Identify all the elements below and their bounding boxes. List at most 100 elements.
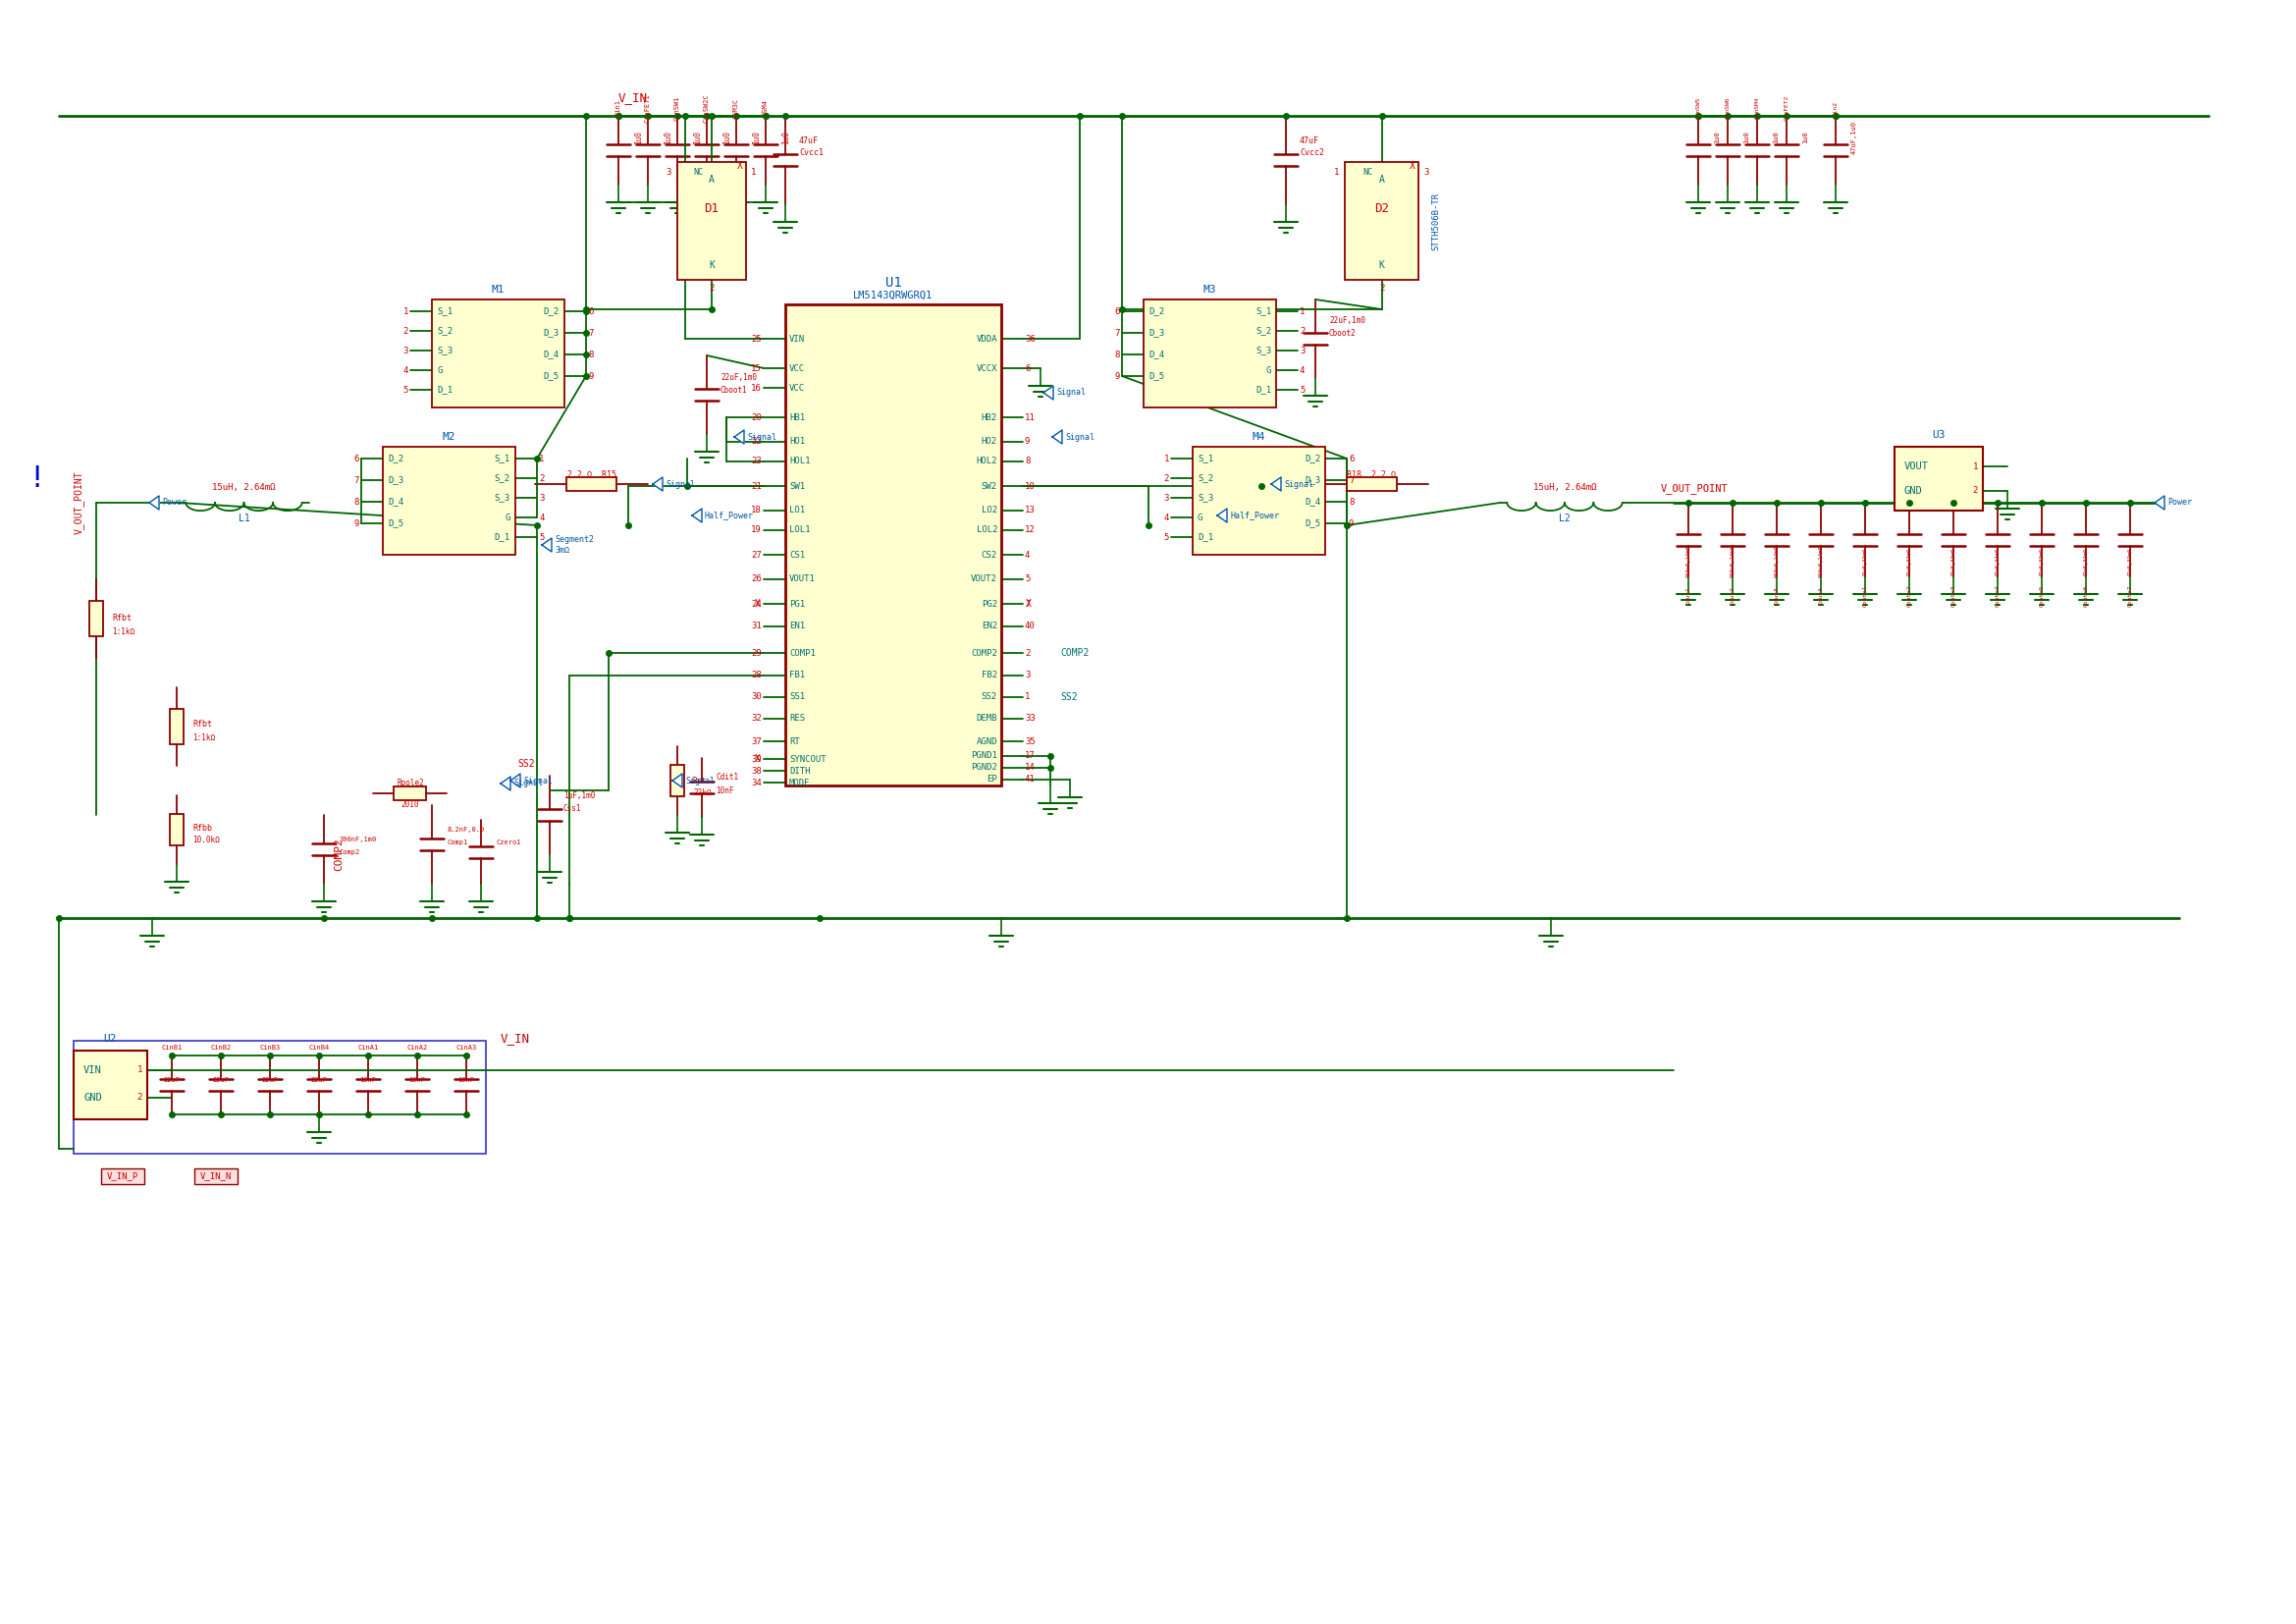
Text: AGND: AGND (976, 737, 996, 745)
Text: Signal: Signal (746, 432, 776, 442)
Text: 5: 5 (404, 385, 409, 395)
Text: 8: 8 (1024, 456, 1031, 466)
Text: Signal: Signal (514, 780, 542, 788)
Text: 560uF,14m0: 560uF,14m0 (1685, 546, 1690, 578)
Text: D_5: D_5 (1304, 520, 1320, 528)
Text: 7: 7 (1024, 599, 1031, 609)
Text: VOUT2: VOUT2 (971, 575, 996, 583)
Text: G: G (436, 365, 443, 375)
Text: 6: 6 (588, 307, 592, 315)
Text: COMP1: COMP1 (790, 648, 815, 658)
Text: A: A (1378, 175, 1384, 185)
Text: D_4: D_4 (388, 497, 404, 507)
Text: S_1: S_1 (1256, 307, 1272, 315)
Text: 35: 35 (1024, 737, 1035, 745)
Bar (170, 814, 184, 844)
Text: V_IN: V_IN (501, 1033, 530, 1046)
Text: 15uH, 2.64mΩ: 15uH, 2.64mΩ (1534, 482, 1596, 492)
Text: 2010: 2010 (402, 801, 420, 809)
Text: 10.0kΩ: 10.0kΩ (193, 836, 220, 844)
Text: 22uF: 22uF (310, 1077, 328, 1083)
Text: V_OUT_POINT: V_OUT_POINT (1660, 484, 1729, 494)
Text: 4: 4 (1300, 365, 1304, 375)
Text: D_1: D_1 (1199, 533, 1212, 541)
Text: LM5143QRWGRQ1: LM5143QRWGRQ1 (854, 291, 932, 300)
Polygon shape (510, 773, 521, 788)
Text: Cout3: Cout3 (1775, 586, 1779, 606)
Text: 560uF,14m0: 560uF,14m0 (1818, 546, 1823, 578)
Text: DITH: DITH (790, 767, 810, 775)
Text: Cin2: Cin2 (1832, 101, 1839, 115)
Text: D_4: D_4 (544, 351, 560, 359)
Text: 8: 8 (1348, 497, 1355, 507)
Text: 8: 8 (588, 351, 592, 359)
Text: Rrt: Rrt (693, 776, 707, 784)
Text: X: X (737, 161, 744, 171)
Text: LO1: LO1 (790, 507, 806, 515)
Text: 1: 1 (1024, 693, 1031, 702)
Text: G: G (1265, 365, 1272, 375)
Text: 2: 2 (1972, 487, 1977, 495)
Text: D_3: D_3 (1304, 476, 1320, 484)
Text: 1: 1 (1334, 167, 1339, 177)
Text: 1:1kΩ: 1:1kΩ (113, 627, 135, 635)
Text: S_1: S_1 (1199, 455, 1212, 463)
Bar (73, 1051, 147, 1119)
Text: 47uF: 47uF (1300, 136, 1320, 145)
Text: CinSM4: CinSM4 (1754, 97, 1759, 119)
Text: Signal: Signal (523, 776, 553, 784)
Text: MODE: MODE (790, 778, 810, 788)
Text: 1u0: 1u0 (1713, 132, 1720, 143)
Bar (90, 601, 103, 637)
Bar (785, 304, 1001, 786)
Text: 2: 2 (404, 326, 409, 335)
Text: 560uF,14m0: 560uF,14m0 (1731, 546, 1736, 578)
Polygon shape (542, 538, 551, 552)
Text: V_IN_P: V_IN_P (108, 1173, 138, 1181)
Text: M1: M1 (491, 284, 505, 294)
Text: 22uF,1m0: 22uF,1m0 (1329, 317, 1366, 325)
Text: D_2: D_2 (1148, 307, 1164, 315)
Text: SS2: SS2 (1061, 692, 1077, 702)
Polygon shape (652, 477, 664, 490)
Text: 5: 5 (1164, 533, 1169, 541)
Text: VCCX: VCCX (976, 364, 996, 372)
Text: D_2: D_2 (388, 455, 404, 463)
Text: Cout2: Cout2 (1731, 586, 1736, 606)
Text: CinSW2C: CinSW2C (705, 94, 709, 122)
Text: X: X (1410, 161, 1414, 171)
Text: 36: 36 (1024, 335, 1035, 343)
Text: S_3: S_3 (436, 346, 452, 356)
Text: D_5: D_5 (388, 520, 404, 528)
Polygon shape (673, 773, 682, 788)
Text: CinSW1: CinSW1 (675, 96, 680, 120)
Text: CinB3: CinB3 (259, 1044, 280, 1051)
Text: S_1: S_1 (436, 307, 452, 315)
Text: K: K (709, 260, 714, 270)
Bar (170, 710, 184, 744)
Text: 6: 6 (1116, 307, 1120, 315)
Text: K: K (1378, 260, 1384, 270)
Text: 1: 1 (751, 167, 755, 177)
Text: Cin1: Cin1 (615, 99, 622, 117)
Text: Coutx3: Coutx3 (1952, 585, 1956, 607)
Text: 22uF: 22uF (214, 1077, 230, 1083)
Text: D_4: D_4 (1148, 351, 1164, 359)
Text: 5: 5 (540, 533, 544, 541)
Text: CS1: CS1 (790, 551, 806, 559)
Text: 31: 31 (751, 622, 762, 630)
Text: Signal: Signal (684, 776, 714, 784)
Text: D_3: D_3 (388, 476, 404, 484)
Text: 9: 9 (1024, 437, 1031, 447)
Text: 10: 10 (1024, 482, 1035, 490)
Text: S_2: S_2 (1256, 326, 1272, 335)
Text: Cvcc2: Cvcc2 (1300, 149, 1325, 158)
Text: DEMB: DEMB (976, 715, 996, 723)
Text: 1: 1 (138, 1065, 142, 1075)
Text: D_5: D_5 (544, 372, 560, 380)
Text: 15uH, 2.64mΩ: 15uH, 2.64mΩ (211, 482, 276, 492)
Text: RES: RES (790, 715, 806, 723)
Text: 40: 40 (1024, 622, 1035, 630)
Text: Coutx7: Coutx7 (2128, 585, 2133, 607)
Text: 41: 41 (1024, 775, 1035, 784)
